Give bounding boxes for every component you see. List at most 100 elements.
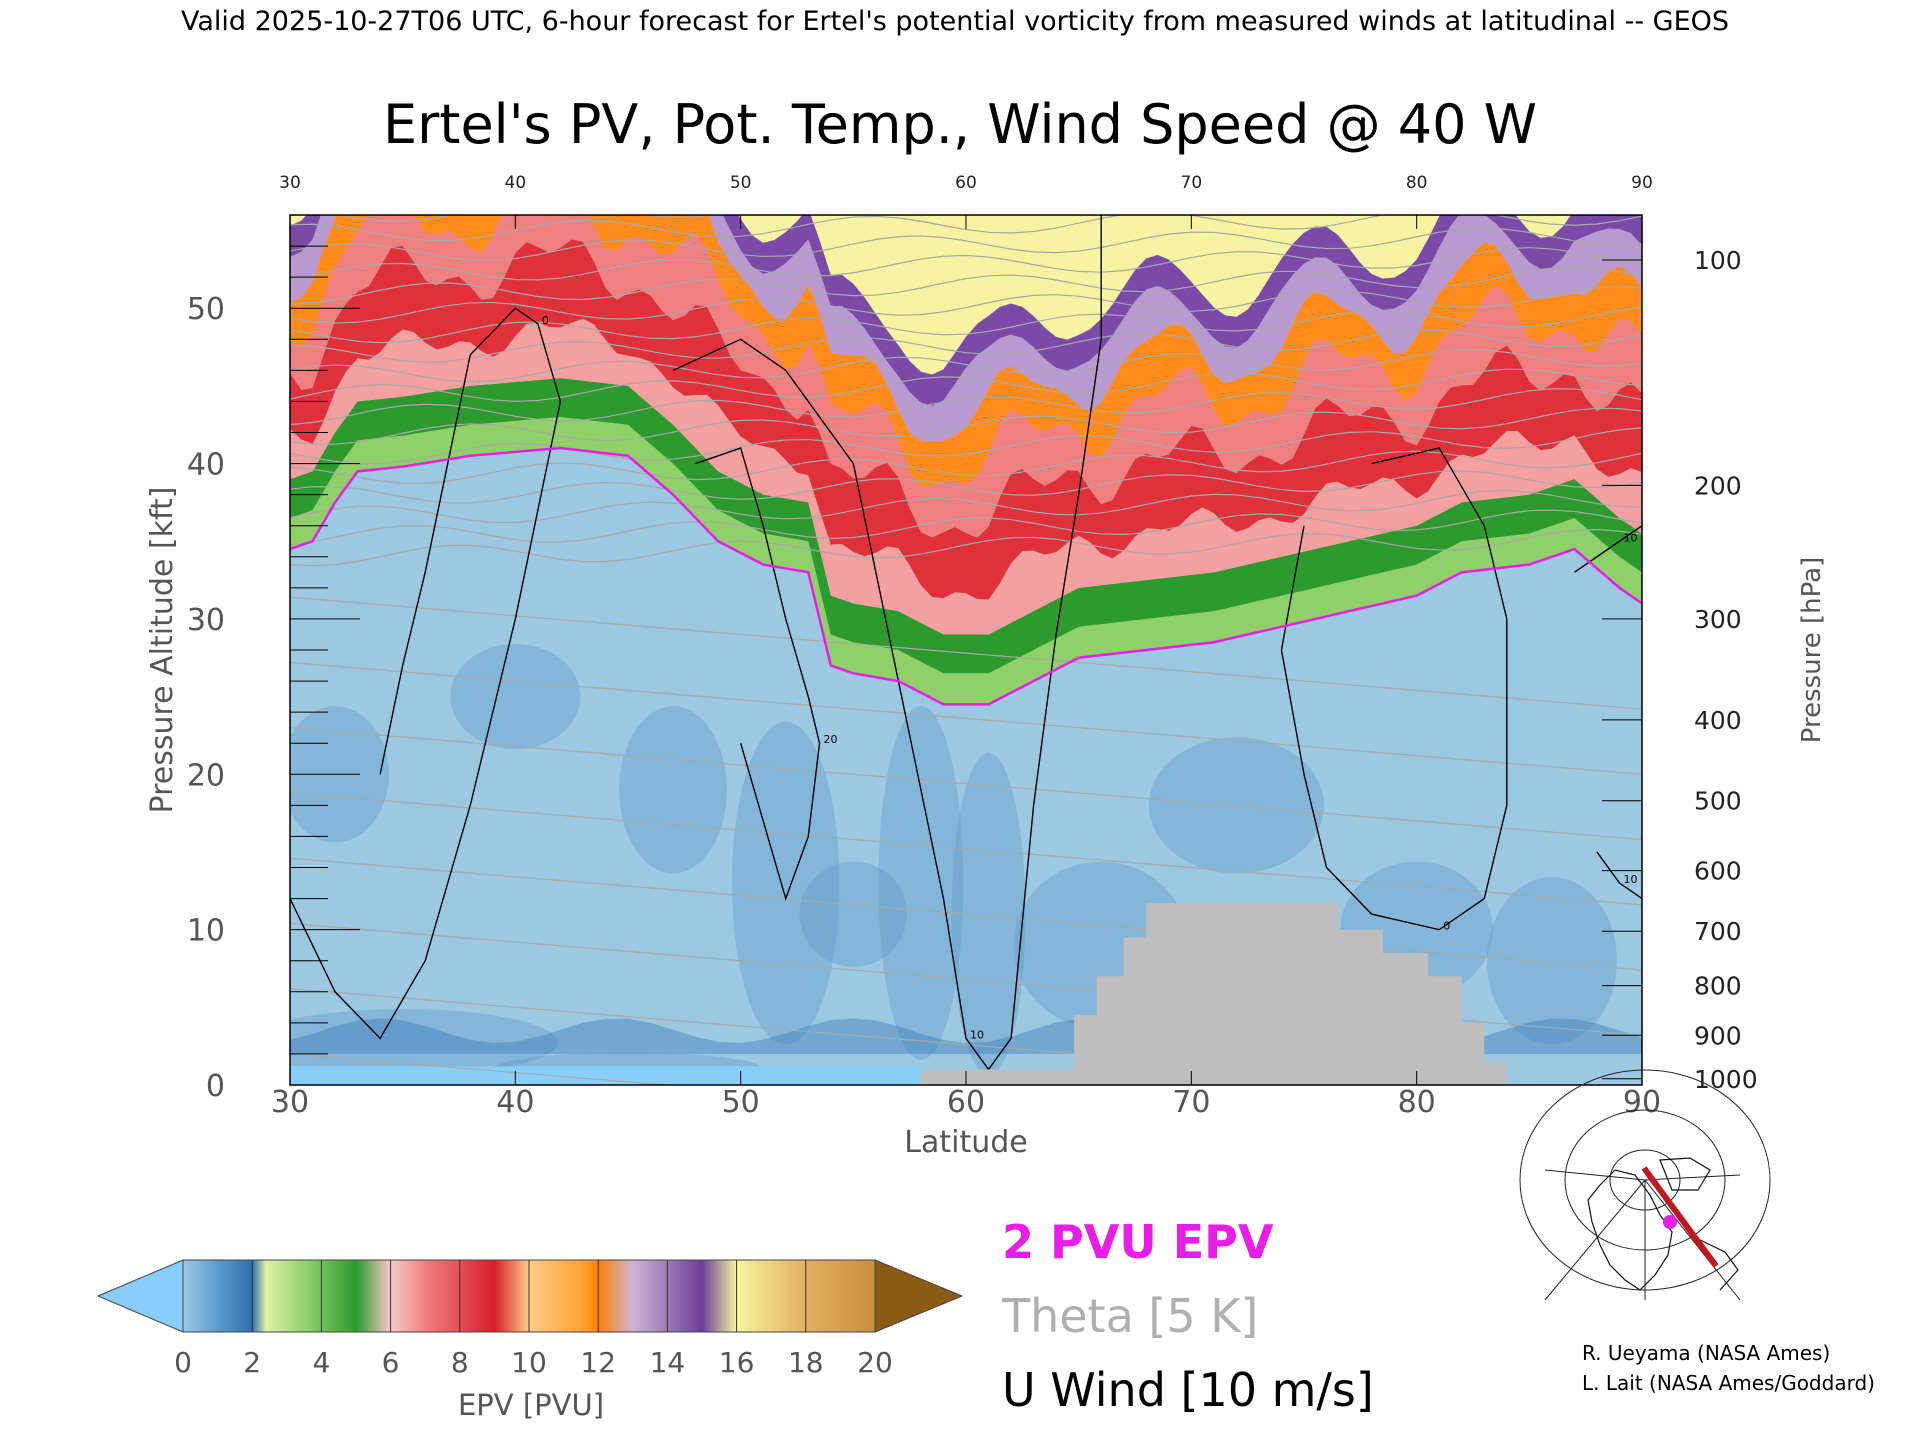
theta-line	[290, 528, 1642, 567]
legend-theta: Theta [5 K]	[1001, 1289, 1258, 1343]
theta-line	[290, 450, 1642, 484]
tropo-patch	[799, 861, 908, 967]
locator-map	[1519, 1069, 1771, 1301]
tropo-patch	[951, 752, 1026, 1076]
x-top-tick-label: 80	[1406, 173, 1428, 193]
theta-line	[290, 368, 1642, 402]
y-right-tick-label: 100	[1694, 246, 1742, 275]
colorbar-tick-label: 6	[382, 1346, 400, 1379]
pv-band-6-8	[290, 318, 1642, 635]
colorbar-tick-label: 2	[243, 1346, 261, 1379]
theta-line	[290, 470, 1642, 504]
u-wind-contours: 0 10 20 0 10 10	[290, 215, 1642, 1071]
tropopause-2pvu-line	[290, 446, 1642, 706]
colorbar-tick-label: 16	[719, 1346, 755, 1379]
tropo-patch	[1486, 877, 1617, 1045]
theta-line	[290, 727, 1642, 841]
y-axis-right-ticks: 1000 900 800 700 600 500 400 300 200 100	[1694, 246, 1758, 1094]
u-wind-contour-label: 10	[1623, 531, 1637, 544]
x-top-tick-label: 70	[1181, 173, 1203, 193]
y-right-tick-label: 800	[1694, 972, 1742, 1001]
terrain-mask	[920, 903, 1507, 1085]
x-top-tick-label: 30	[279, 173, 301, 193]
colorbar-tick-label: 4	[312, 1346, 330, 1379]
map-cross-section-line	[1641, 1166, 1719, 1268]
theta-line	[290, 215, 1642, 242]
theta-line	[290, 306, 1642, 344]
tropo-patch	[290, 1009, 558, 1076]
pv-band-4-6	[290, 378, 1642, 674]
u-wind-contour	[695, 447, 821, 901]
valid-time-header: Valid 2025-10-27T06 UTC, 6-hour forecast…	[181, 6, 1729, 37]
y-left-tick-label: 30	[187, 603, 225, 638]
tropo-patch	[1148, 737, 1324, 874]
colorbar-label: EPV [PVU]	[458, 1388, 604, 1422]
u-wind-contour-label: 0	[1443, 920, 1450, 933]
u-wind-contour-label: 10	[970, 1028, 984, 1041]
colorbar-tick-label: 8	[451, 1346, 469, 1379]
legend-epv: 2 PVU EPV	[1002, 1215, 1274, 1269]
y-left-tick-label: 50	[187, 292, 225, 327]
y-right-tick-label: 1000	[1694, 1065, 1758, 1094]
legend-u-wind: U Wind [10 m/s]	[1002, 1363, 1374, 1417]
u-wind-contour	[1280, 447, 1508, 931]
colorbar-tick-label: 14	[650, 1346, 686, 1379]
x-tick-label: 80	[1398, 1085, 1436, 1120]
colorbar-high-arrow	[874, 1259, 964, 1333]
credit-line-1: R. Ueyama (NASA Ames)	[1582, 1341, 1830, 1365]
theta-line	[290, 792, 1642, 906]
pv-band-8-10	[290, 239, 1642, 600]
theta-line	[290, 489, 1642, 524]
colorbar: 0 2 4 6 8 10 12 14 16 18 20 EPV [PVU]	[96, 1259, 964, 1422]
theta-line	[290, 857, 1642, 971]
y-right-tick-label: 900	[1694, 1021, 1742, 1050]
y-axis-left-label: Pressure Altitude [kft]	[145, 487, 180, 814]
pv-band-12-14	[290, 215, 1642, 487]
theta-contours	[290, 215, 1642, 1085]
x-top-tick-label: 50	[730, 173, 752, 193]
y-right-tick-label: 600	[1694, 857, 1742, 886]
pv-band-10-12	[290, 215, 1642, 538]
tropo-patch	[450, 644, 581, 750]
x-top-tick-label: 40	[505, 173, 527, 193]
u-wind-contour-label: 0	[542, 314, 549, 327]
pv-band-16-18	[290, 215, 1642, 406]
credit-line-2: L. Lait (NASA Ames/Goddard)	[1582, 1371, 1875, 1395]
x-axis-ticks-top: 30 40 50 60 70 80 90	[279, 173, 1653, 193]
theta-line	[290, 329, 1642, 363]
y-axis-left-ticks: 0 10 20 30 40 50	[187, 292, 225, 1104]
colorbar-low-arrow	[96, 1259, 184, 1333]
colorbar-ticks: 0 2 4 6 8 10 12 14 16 18 20	[174, 1260, 893, 1379]
theta-line	[290, 661, 1642, 775]
chart-title: Ertel's PV, Pot. Temp., Wind Speed @ 40 …	[383, 93, 1537, 156]
y-right-tick-label: 200	[1694, 471, 1742, 500]
theta-line	[290, 266, 1642, 305]
surface-band	[290, 1066, 921, 1085]
u-wind-contour	[1596, 851, 1642, 900]
x-tick-label: 40	[496, 1085, 534, 1120]
x-tick-label: 30	[271, 1085, 309, 1120]
tropo-patch	[878, 706, 964, 1060]
x-top-tick-label: 90	[1631, 173, 1653, 193]
theta-line	[290, 286, 1642, 324]
map-location-dot	[1663, 1215, 1677, 1229]
x-top-tick-label: 60	[955, 173, 977, 193]
plot-area: 0 10 20 0 10 10	[290, 215, 1642, 1085]
theta-line	[290, 247, 1642, 281]
axis-tick-marks	[289, 214, 1643, 1086]
theta-line	[290, 427, 1642, 465]
y-right-tick-label: 700	[1694, 917, 1742, 946]
theta-line	[290, 349, 1642, 383]
y-left-tick-label: 0	[206, 1069, 225, 1104]
x-tick-label: 50	[722, 1085, 760, 1120]
y-axis-right-label: Pressure [hPa]	[1797, 557, 1827, 744]
u-wind-contour-label: 20	[824, 733, 838, 746]
map-coastline	[1587, 1169, 1673, 1291]
colorbar-tick-label: 18	[788, 1346, 824, 1379]
x-axis-label: Latitude	[904, 1125, 1027, 1160]
y-right-tick-label: 500	[1694, 787, 1742, 816]
colorbar-tick-label: 0	[174, 1346, 192, 1379]
theta-line	[290, 388, 1642, 426]
